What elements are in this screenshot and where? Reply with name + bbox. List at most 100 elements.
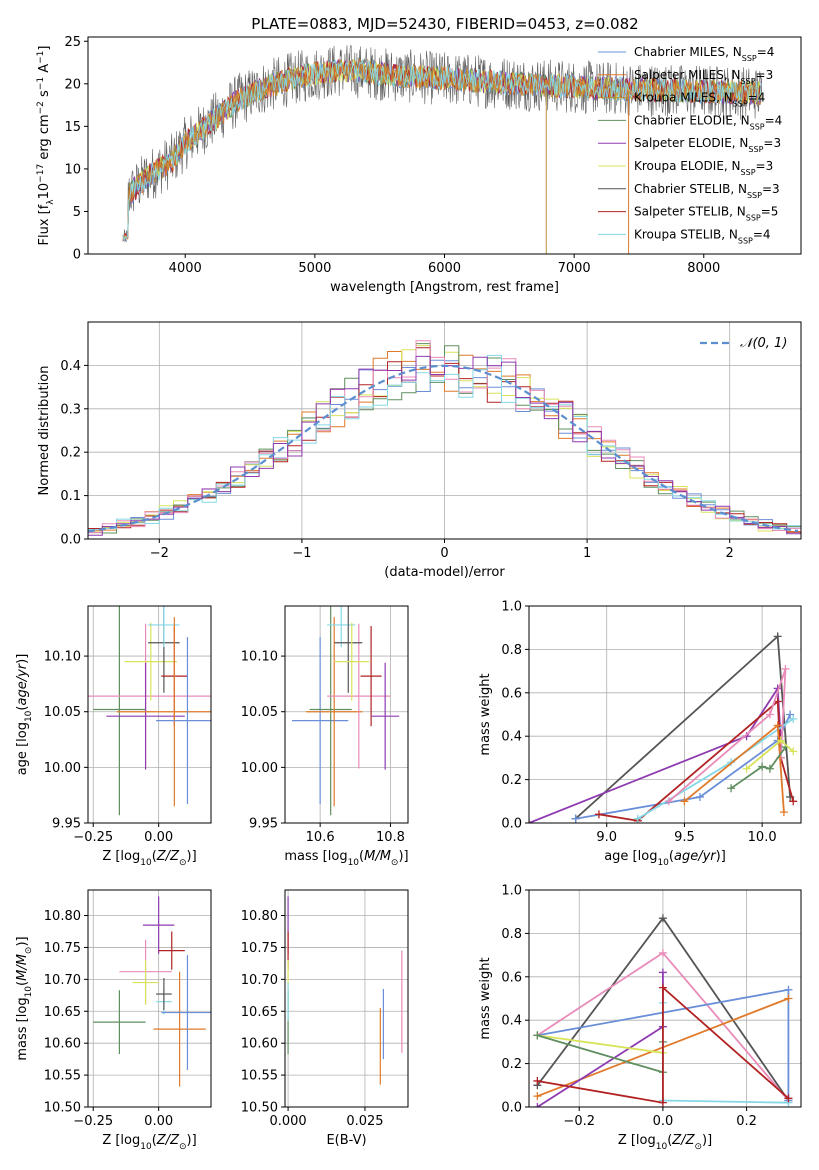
legend-sub: SSP — [738, 236, 753, 245]
x-tick-label: 5000 — [298, 261, 331, 276]
weight-line — [537, 985, 789, 1104]
x-tick-label: 10.0 — [748, 830, 777, 845]
weight-line — [536, 972, 664, 1107]
weight-marker — [784, 985, 793, 994]
weight-marker — [784, 994, 793, 1003]
legend-text: Salpeter MILES, N — [634, 68, 741, 82]
x-tick-label: 0.2 — [736, 1114, 757, 1129]
weight-line — [730, 746, 787, 790]
spectrum-marks — [122, 45, 763, 254]
mass_vs_Z-panel: −0.25 0.00 10.50 10.55 10.60 10.65 10.70 10.75 1… — [15, 889, 212, 1152]
spectrum-panel: 4000 5000 6000 7000 8000 0 5 10 15 20 25 wavelength… — [36, 35, 802, 295]
y-axis-label: age [log10(age/yr)] — [15, 654, 34, 776]
axes-frame — [528, 889, 802, 1108]
x-axis-label-part: ( — [359, 849, 364, 864]
weight-line — [662, 1002, 789, 1104]
y-tick-label: 0.3 — [60, 402, 81, 417]
weight-marker — [533, 1092, 542, 1101]
legend-value: =4 — [753, 227, 771, 241]
y-axis-label: Flux [fλ10−17 erg cm−2 s−1 A−1] — [36, 46, 56, 246]
y-tick-label: 10.75 — [44, 941, 81, 956]
spectrum-line — [122, 58, 762, 243]
legend-sub: SSP — [748, 145, 763, 154]
x-axis-label-part: ( — [669, 849, 674, 864]
x-tick-label: 0.00 — [144, 1114, 173, 1129]
y-axis-label: mass weight — [478, 957, 493, 1039]
weight-marker — [658, 968, 667, 977]
y-tick-label: 10.80 — [44, 909, 81, 924]
y-tick-label: 25 — [64, 35, 81, 50]
x-axis-label-part: Z [log — [618, 1133, 656, 1148]
histogram-step — [88, 355, 801, 536]
y-axis-label-part: −1 — [36, 77, 46, 90]
y-axis-label-part: M/M — [15, 954, 30, 981]
weight-marker — [658, 983, 667, 992]
x-tick-label: 4000 — [169, 261, 202, 276]
spectrum-line — [122, 58, 762, 242]
axes-frame — [87, 889, 212, 1108]
y-axis-label-part: )] — [15, 936, 30, 946]
legend-value: =5 — [761, 205, 779, 219]
y-tick-label: 9.95 — [249, 817, 278, 832]
x-axis-label-part: ⊙ — [391, 858, 399, 868]
x-axis-label-part: M/M — [364, 849, 391, 864]
legend: 𝒩(0, 1) — [700, 336, 787, 351]
legend-label: 𝒩(0, 1) — [740, 336, 787, 351]
y-tick-label: 10.60 — [241, 1037, 278, 1052]
legend-value: =4 — [765, 113, 783, 127]
y-axis-label-part: λ — [46, 199, 56, 205]
y-tick-label: 10.10 — [241, 650, 278, 665]
x-axis-label: E(B-V) — [326, 1133, 366, 1148]
y-axis-label-part: ( — [15, 706, 30, 711]
weight_vs_Z-panel: −0.2 0.0 0.2 0.0 0.2 0.4 0.6 0.8 1.0 mass weight Z… — [478, 884, 802, 1152]
y-tick-label: 10 — [64, 162, 81, 177]
axes-frame — [87, 36, 802, 255]
y-tick-label: 0.2 — [60, 446, 81, 461]
weight-marker — [664, 797, 673, 806]
weight-line — [575, 714, 791, 820]
x-axis-label: Z [log10(Z/Z⊙)] — [102, 849, 196, 868]
y-tick-label: 0.2 — [501, 1057, 522, 1072]
y-axis-label-part: mass weight — [478, 957, 493, 1039]
weight-marker — [727, 784, 736, 793]
x-tick-label: 0.00 — [144, 830, 173, 845]
y-tick-label: 10.75 — [241, 941, 278, 956]
y-axis-label-part: −17 — [36, 164, 46, 183]
legend-sub: SSP — [746, 213, 761, 222]
x-tick-label: 1 — [583, 546, 591, 561]
x-tick-label: −0.25 — [73, 830, 113, 845]
weight-marker — [765, 764, 774, 773]
weight-marker — [658, 1098, 667, 1107]
weight-marker — [533, 1076, 542, 1085]
y-axis-label-part: Flux [f — [37, 204, 52, 245]
legend-sub: SSP — [742, 54, 757, 63]
legend-label: Salpeter MILES, NSSP=3 — [634, 68, 773, 86]
legend-label: Chabrier ELODIE, NSSP=4 — [634, 113, 782, 130]
x-axis-label: age [log10(age/yr)] — [604, 849, 726, 868]
y-axis-label: mass [log10(M/M⊙)] — [15, 936, 34, 1060]
y-tick-label: 10.00 — [44, 761, 81, 776]
weight-line — [668, 668, 787, 802]
x-axis-label: Z [log10(Z/Z⊙)] — [618, 1133, 712, 1152]
y-axis-label: mass weight — [478, 673, 493, 755]
y-tick-label: 0.0 — [60, 533, 81, 548]
y-tick-label: 10.50 — [241, 1101, 278, 1116]
x-tick-label: −0.25 — [73, 1114, 113, 1129]
x-axis-label-part: Z/Z — [671, 1133, 695, 1148]
legend-value: =3 — [756, 159, 774, 173]
x-tick-label: −1 — [292, 546, 311, 561]
x-axis-label-part: age [log — [604, 849, 657, 864]
weight-marker — [742, 764, 751, 773]
y-axis-label-part: 10 — [37, 183, 52, 200]
x-tick-label: 0.000 — [269, 1114, 306, 1129]
legend-text: Salpeter ELODIE, N — [634, 136, 748, 150]
x-tick-label: −0.2 — [563, 1114, 595, 1129]
y-tick-label: 10.60 — [44, 1037, 81, 1052]
weight_vs_age-panel: 9.0 9.5 10.0 0.0 0.2 0.4 0.6 0.8 1.0 mass weight a… — [478, 600, 802, 868]
legend-value: =3 — [756, 68, 774, 82]
y-axis-label-part: ⊙ — [24, 947, 34, 955]
y-tick-label: 10.65 — [241, 1005, 278, 1020]
y-axis-label-part: 10 — [24, 986, 34, 998]
y-tick-label: 0 — [73, 248, 81, 263]
weight-marker — [786, 710, 795, 719]
